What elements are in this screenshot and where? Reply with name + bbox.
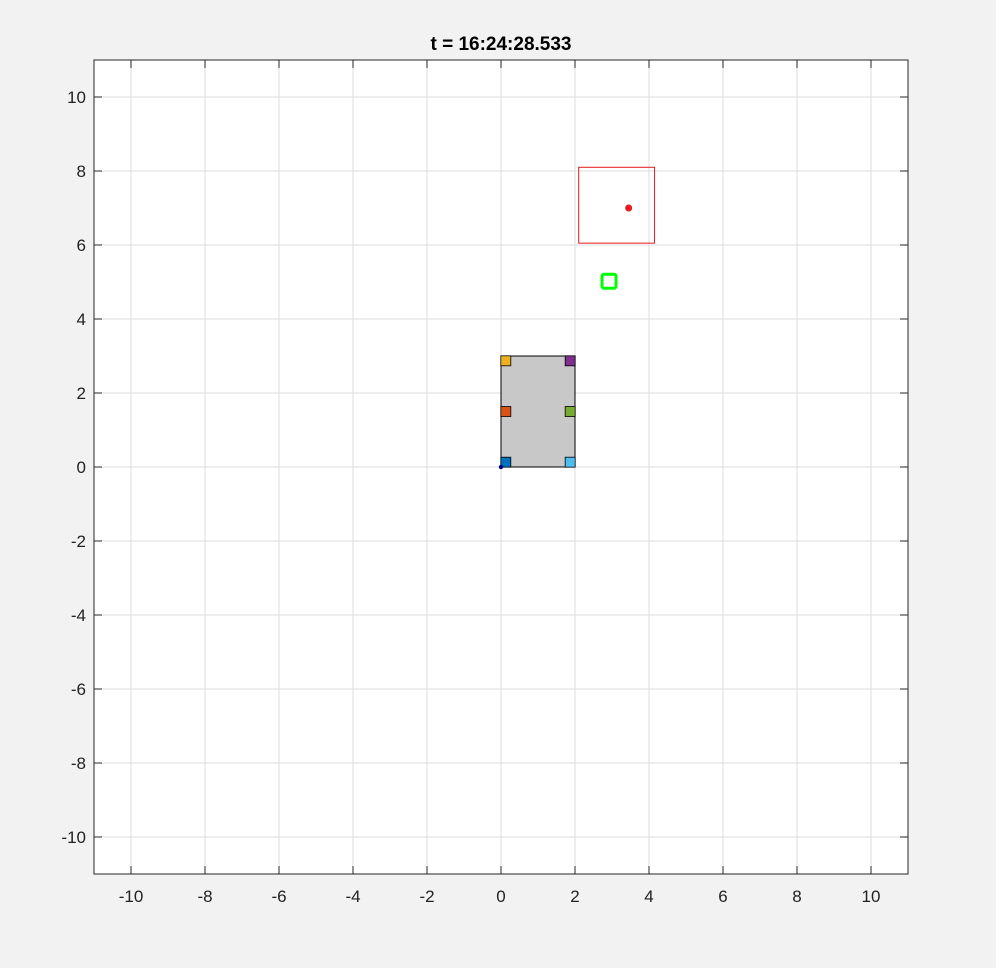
- corner-marker-5: [564, 355, 576, 367]
- y-tick-label: 6: [77, 236, 86, 255]
- y-tick-label: -2: [71, 532, 86, 551]
- y-tick-label: 4: [77, 310, 86, 329]
- corner-marker-2: [500, 406, 512, 417]
- body-rectangle: [500, 355, 576, 468]
- target-box: [578, 166, 656, 244]
- y-tick-label: 0: [77, 458, 86, 477]
- y-tick-label: -6: [71, 680, 86, 699]
- x-tick-label: -4: [345, 887, 360, 906]
- origin-point: [498, 464, 504, 470]
- y-tick-label: 2: [77, 384, 86, 403]
- y-tick-label: -8: [71, 754, 86, 773]
- x-tick-label: 8: [792, 887, 801, 906]
- y-tick-label: 10: [67, 88, 86, 107]
- corner-marker-4: [500, 355, 512, 367]
- x-tick-label: 2: [570, 887, 579, 906]
- x-tick-label: -10: [119, 887, 144, 906]
- x-tick-label: -6: [271, 887, 286, 906]
- corner-marker-1: [564, 456, 576, 468]
- green-marker: [600, 272, 618, 290]
- x-tick-label: 10: [862, 887, 881, 906]
- x-tick-label: 0: [496, 887, 505, 906]
- target-point: [625, 204, 633, 212]
- y-tick-label: -10: [61, 828, 86, 847]
- x-tick-label: -8: [197, 887, 212, 906]
- x-tick-label: 4: [644, 887, 653, 906]
- x-tick-label: 6: [718, 887, 727, 906]
- axis-ticks: -10 -8 -6 -4 -2 0 2 4 6 8 10 -10 -8 -6 -4 -2 0 2 4 6 8 10: [61, 60, 908, 906]
- x-tick-label: -2: [419, 887, 434, 906]
- chart-title: t = 16:24:28.533: [430, 34, 571, 55]
- y-tick-label: 8: [77, 162, 86, 181]
- plot-area: [498, 166, 656, 470]
- corner-marker-3: [564, 406, 576, 417]
- corner-marker-0: [500, 456, 512, 468]
- y-tick-label: -4: [71, 606, 86, 625]
